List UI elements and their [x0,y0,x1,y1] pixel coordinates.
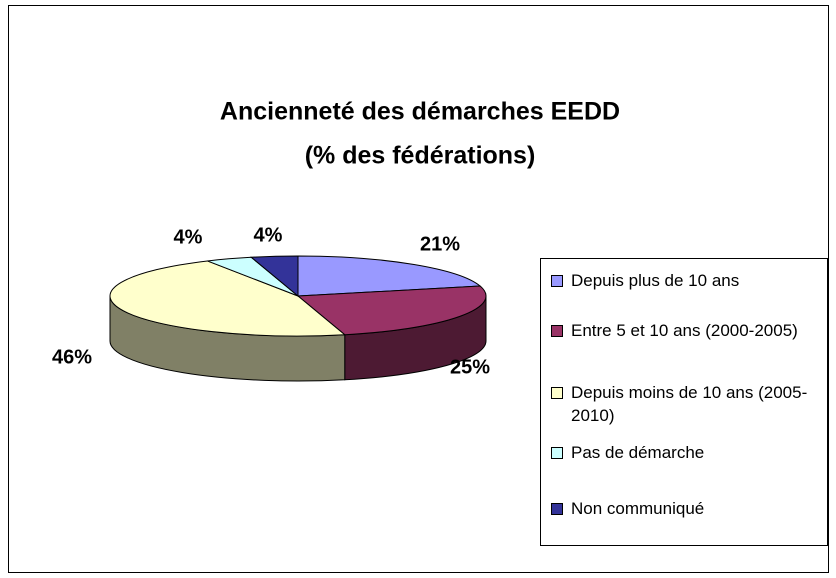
legend-item: Depuis plus de 10 ans [549,269,821,292]
data-label: 4% [174,226,203,248]
data-label: 4% [254,224,283,246]
legend-label: Depuis moins de 10 ans (2005-2010) [571,383,808,425]
legend-swatch [551,447,563,459]
pie-slice [109,260,347,337]
legend-label: Non communiqué [571,499,705,518]
legend-swatch [551,387,563,399]
legend-item: Entre 5 et 10 ans (2000-2005) [549,319,821,342]
legend-item: Non communiqué [549,497,821,520]
chart-subtitle: (% des fédérations) [305,142,536,170]
legend-swatch [551,503,563,515]
legend: Depuis plus de 10 ans Entre 5 et 10 ans (… [540,258,828,546]
chart-title: Ancienneté des démarches EEDD [220,98,620,126]
pie-slice [296,285,487,336]
legend-item: Pas de démarche [549,441,821,464]
legend-label: Entre 5 et 10 ans (2000-2005) [571,321,798,340]
data-label: 21% [420,233,460,255]
legend-swatch [551,325,563,337]
legend-label: Depuis plus de 10 ans [571,271,740,290]
pie-slice [297,255,482,297]
data-label: 25% [450,356,490,378]
legend-swatch [551,275,563,287]
data-label: 46% [52,346,92,368]
pie-slice [249,255,299,298]
legend-label: Pas de démarche [571,443,705,462]
legend-item: Depuis moins de 10 ans (2005-2010) [549,381,821,427]
